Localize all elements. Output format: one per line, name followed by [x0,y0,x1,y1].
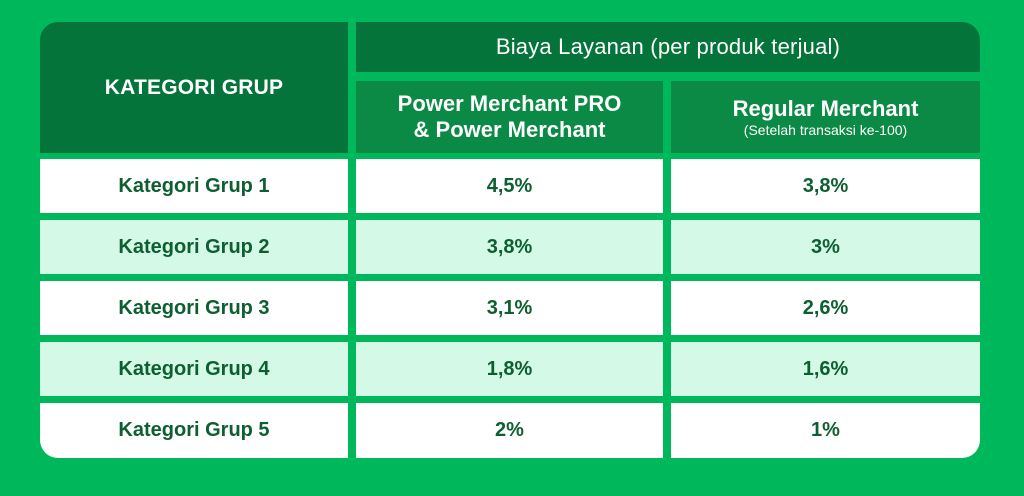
row-4-regular-cell: 1,6% [671,342,980,396]
row-4-pm-cell: 1,8% [356,342,663,396]
header-fee-title: Biaya Layanan (per produk terjual) [495,34,841,59]
row-3-regular-cell: 2,6% [671,281,980,335]
header-pm-title-line1: Power Merchant PRO [397,91,622,116]
header-regular-note: (Setelah transaksi ke-100) [743,122,908,138]
regular-fee-value: 1% [811,419,840,441]
row-label: Kategori Grup 3 [118,296,270,319]
regular-fee-value: 2,6% [802,296,849,319]
header-group-cell: KATEGORI GRUP [40,22,348,153]
row-1-regular-cell: 3,8% [671,159,980,213]
header-pm-title-line2: & Power Merchant [413,117,606,142]
pm-fee-value: 4,5% [486,174,533,197]
row-2-pm-cell: 3,8% [356,220,663,274]
pm-fee-value: 3,8% [486,235,533,258]
regular-fee-value: 1,6% [802,357,849,380]
regular-fee-value: 3,8% [802,174,849,197]
row-4-label-cell: Kategori Grup 4 [40,342,348,396]
row-label: Kategori Grup 4 [118,357,270,380]
row-label: Kategori Grup 2 [118,235,270,258]
header-pm-cell: Power Merchant PRO & Power Merchant [356,81,663,153]
header-fee-cell: Biaya Layanan (per produk terjual) [356,22,980,72]
row-label: Kategori Grup 1 [118,174,270,197]
row-label: Kategori Grup 5 [118,419,270,441]
pm-fee-value: 2% [495,419,524,441]
pm-fee-value: 3,1% [486,296,533,319]
header-regular-title: Regular Merchant [732,96,919,121]
header-regular-cell: Regular Merchant (Setelah transaksi ke-1… [671,81,980,153]
pm-fee-value: 1,8% [486,357,533,380]
row-3-pm-cell: 3,1% [356,281,663,335]
row-5-label-cell: Kategori Grup 5 [40,403,348,458]
row-2-regular-cell: 3% [671,220,980,274]
row-1-pm-cell: 4,5% [356,159,663,213]
row-3-label-cell: Kategori Grup 3 [40,281,348,335]
row-5-pm-cell: 2% [356,403,663,458]
row-1-label-cell: Kategori Grup 1 [40,159,348,213]
fee-table: KATEGORI GRUP Biaya Layanan (per produk … [40,22,980,458]
row-2-label-cell: Kategori Grup 2 [40,220,348,274]
row-5-regular-cell: 1% [671,403,980,458]
header-group-label: KATEGORI GRUP [104,75,284,99]
regular-fee-value: 3% [811,235,840,258]
